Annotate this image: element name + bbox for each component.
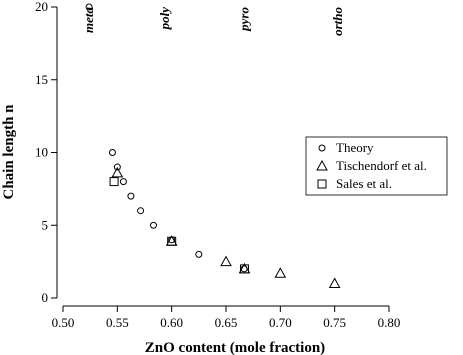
marker-triangle (220, 255, 232, 267)
x-tick-label: 0.60 (160, 315, 183, 330)
x-tick-label: 0.75 (323, 315, 346, 330)
annotation: pyro (236, 7, 251, 32)
marker-circle (318, 144, 326, 152)
marker-triangle (316, 159, 328, 171)
legend-box (305, 136, 448, 196)
marker-circle (119, 178, 127, 186)
x-tick-label: 0.70 (269, 315, 292, 330)
y-tick-label: 10 (35, 145, 48, 160)
annotation: meta (81, 7, 96, 33)
marker-square (167, 236, 177, 246)
marker-circle (195, 250, 203, 258)
marker-circle (108, 149, 116, 156)
y-tick-label: 0 (42, 290, 49, 305)
marker-triangle (328, 277, 341, 288)
marker-circle (150, 221, 158, 229)
marker-square (239, 264, 249, 274)
annotation: poly (157, 7, 172, 31)
x-tick-label: 0.80 (378, 315, 401, 330)
y-tick-label: 15 (35, 72, 48, 87)
marker-circle (137, 207, 145, 215)
marker-circle (113, 163, 121, 171)
legend-label: Theory (336, 140, 374, 155)
y-tick-label: 5 (42, 217, 49, 232)
marker-circle (85, 3, 93, 11)
marker-square (317, 179, 327, 189)
y-tick-label: 20 (35, 0, 48, 14)
x-axis-label: ZnO content (mole fraction) (145, 340, 325, 355)
x-tick-label: 0.55 (106, 315, 129, 330)
x-tick-label: 0.65 (215, 315, 238, 330)
marker-circle (127, 192, 135, 200)
marker-triangle (274, 267, 287, 278)
legend-label: Sales et al. (336, 176, 392, 191)
marker-square (109, 177, 119, 187)
marker-triangle (111, 166, 124, 178)
y-axis-label: Chain length n (1, 104, 17, 200)
legend-label: Tischendorf et al. (336, 158, 427, 173)
x-tick-label: 0.50 (52, 315, 75, 330)
annotation: ortho (330, 7, 345, 36)
